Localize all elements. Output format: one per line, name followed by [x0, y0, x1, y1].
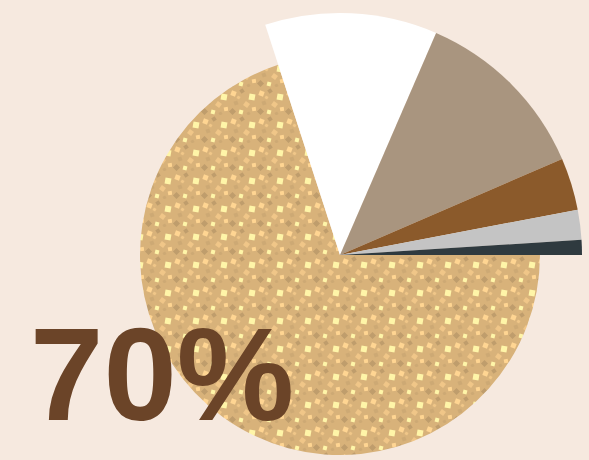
chart: 70%	[0, 0, 589, 460]
data-label: 70%	[30, 301, 294, 448]
background	[0, 0, 589, 460]
slice	[340, 240, 582, 255]
slice	[340, 210, 582, 255]
